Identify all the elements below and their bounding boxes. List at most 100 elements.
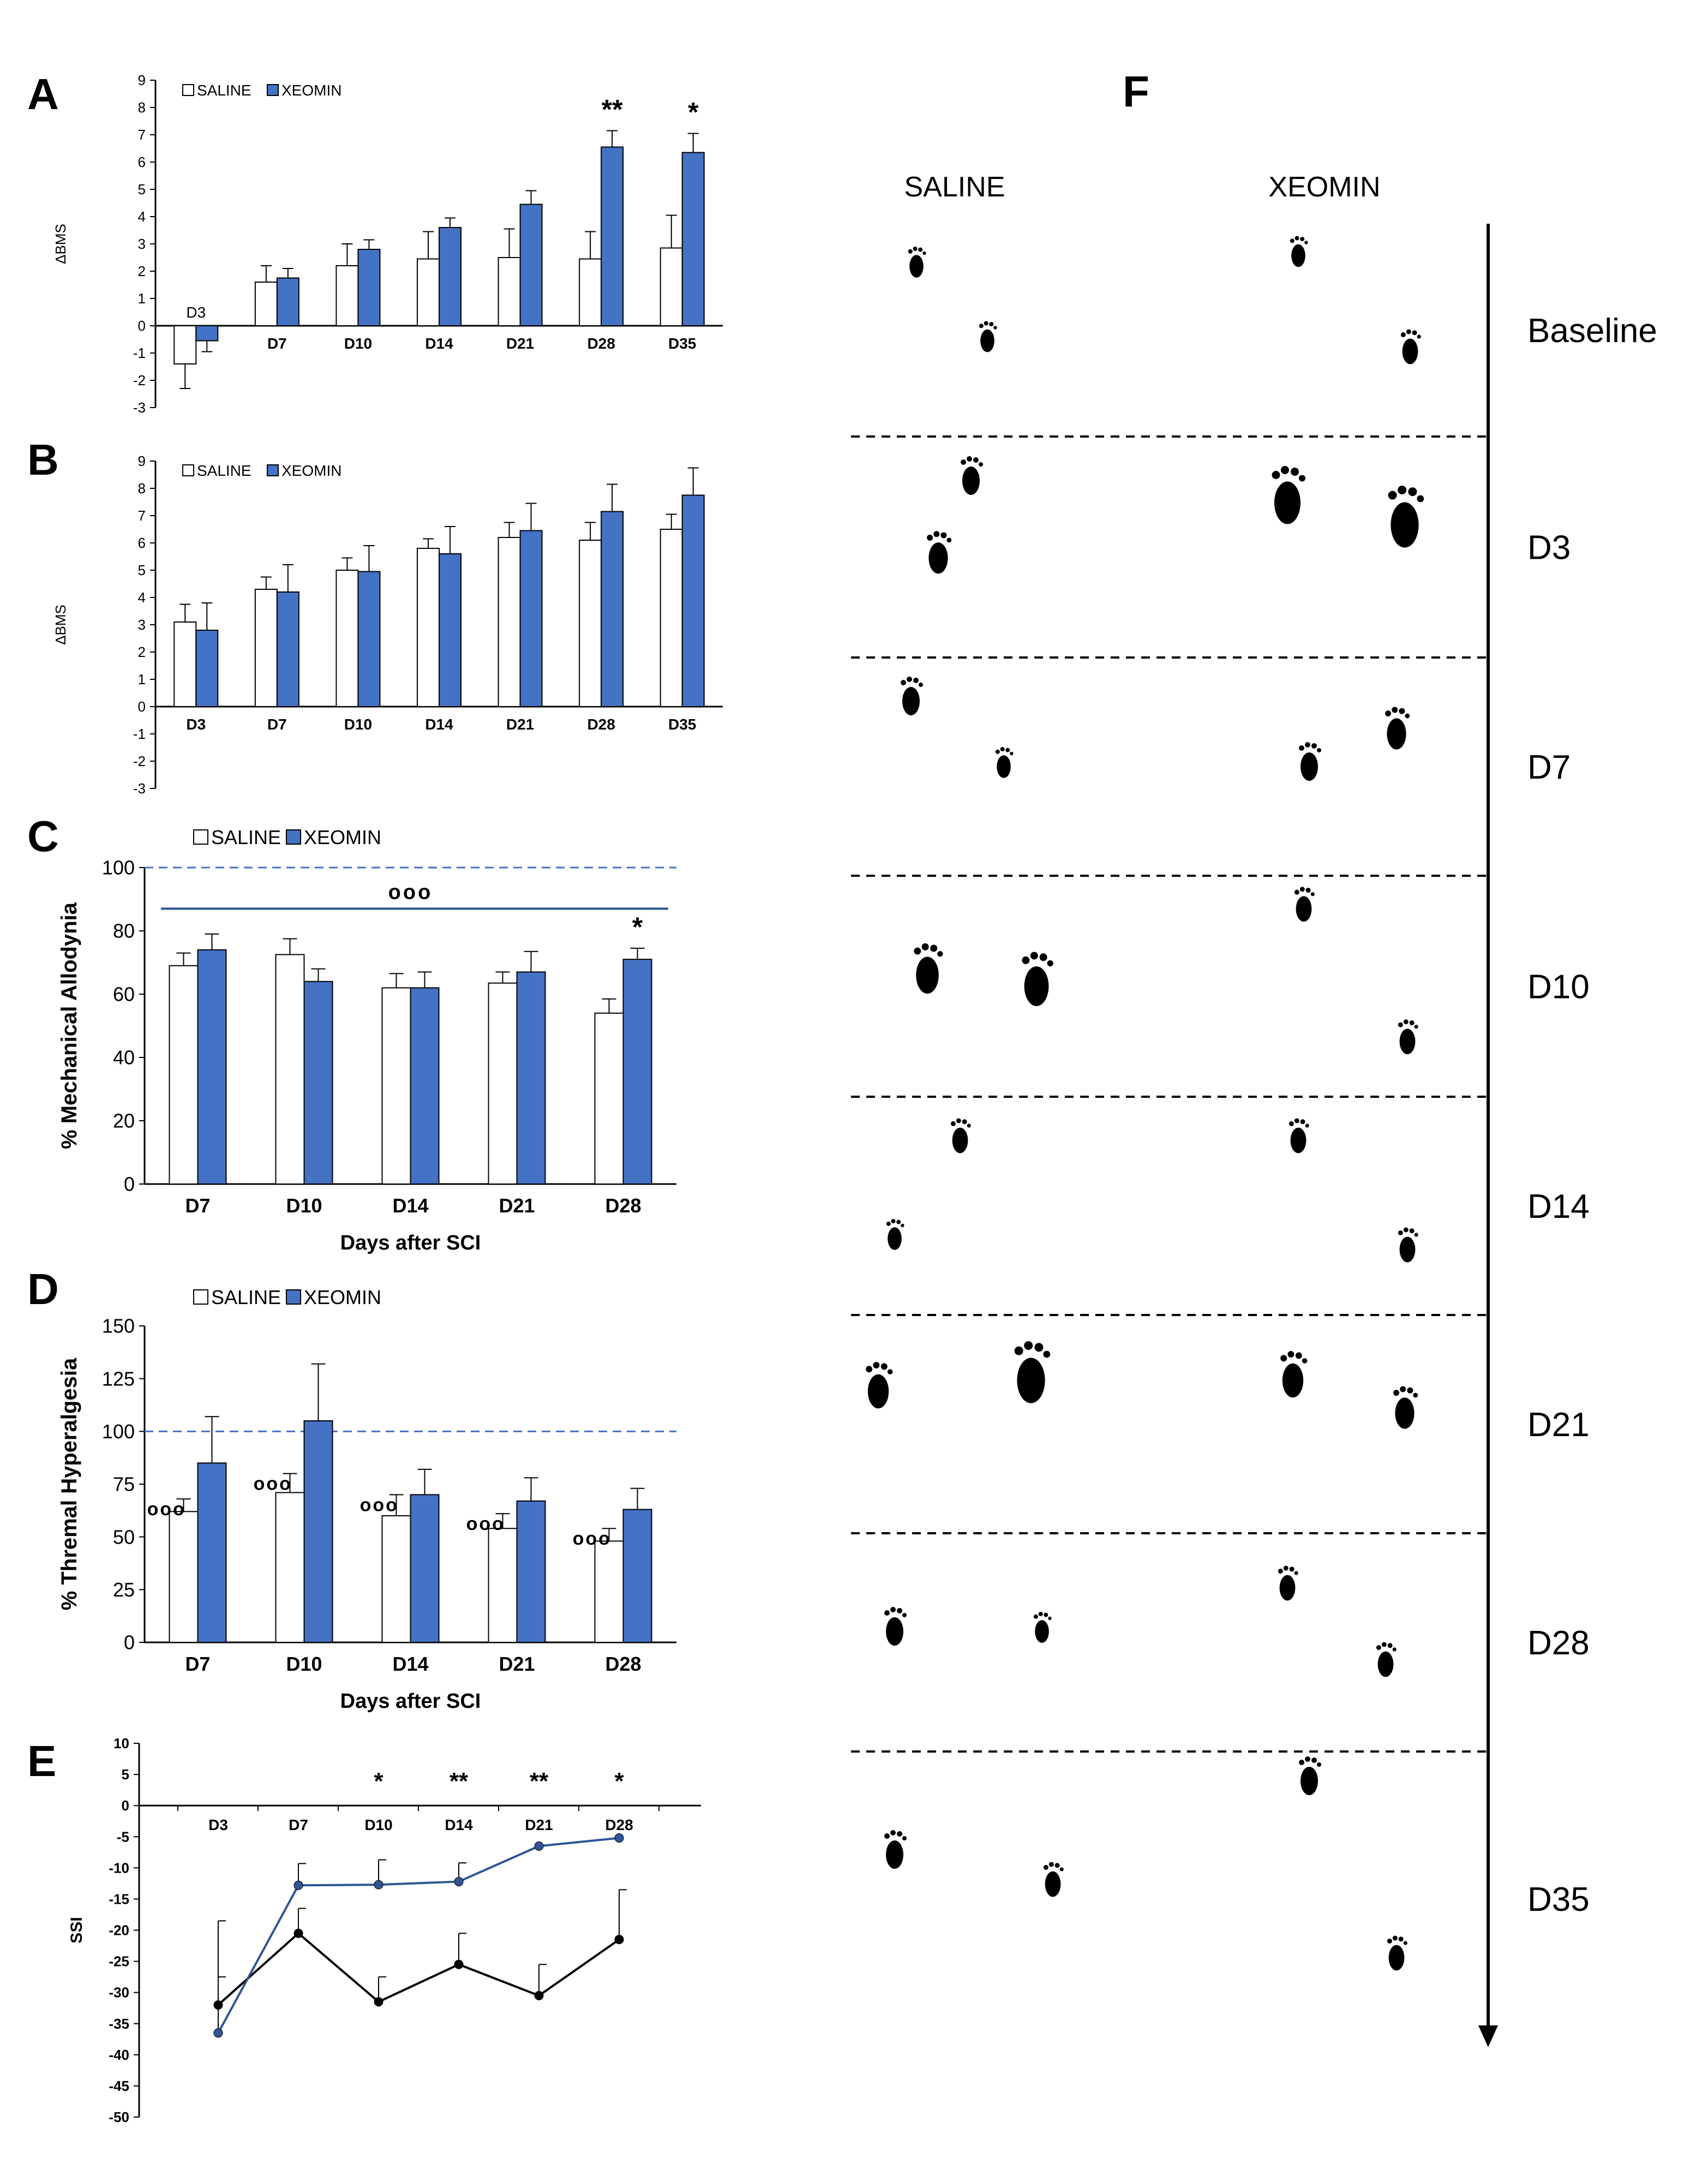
footprint-toe	[880, 1363, 888, 1370]
footprint-toe	[1299, 475, 1305, 482]
footprint	[1294, 887, 1315, 922]
footprint-toe	[1034, 1343, 1044, 1352]
footprint-toe	[1043, 1350, 1051, 1358]
footprint-toe	[1311, 1757, 1317, 1763]
y-tick-label: 100	[102, 857, 135, 879]
legend-swatch-saline	[193, 829, 208, 845]
category-label: D21	[499, 1194, 535, 1217]
y-tick-label: 20	[113, 1110, 135, 1132]
footprint-toe	[1294, 1118, 1299, 1123]
y-axis-label: % Mechanical Allodynia	[57, 902, 81, 1149]
legend-swatch-xeomin	[267, 84, 279, 96]
category-label: D7	[267, 335, 287, 352]
category-label: D35	[668, 335, 696, 352]
y-tick-label: 1	[138, 290, 146, 307]
footprint-toe	[1412, 330, 1417, 336]
point-xeomin	[293, 1880, 303, 1890]
y-tick-label: -30	[109, 1984, 129, 2001]
footprint-pad	[952, 1127, 968, 1153]
footprint-toe	[1000, 747, 1005, 751]
footprint	[1014, 1341, 1051, 1403]
y-tick-label: -35	[109, 2016, 129, 2032]
legend-label-xeomin: XEOMIN	[281, 462, 341, 479]
bar-saline	[169, 1511, 199, 1643]
bar-xeomin	[303, 981, 333, 1185]
footprint-pad	[1388, 1945, 1405, 1971]
bar-xeomin	[276, 591, 299, 707]
category-label: D14	[392, 1194, 428, 1217]
footprint	[1289, 1118, 1309, 1153]
bar-xeomin	[439, 553, 462, 707]
footprint	[1376, 1642, 1397, 1677]
footprint-toe	[979, 462, 983, 467]
row-label: D35	[1527, 1881, 1590, 1918]
panel-letter-b: B	[27, 435, 59, 484]
legend-label-saline: SALINE	[197, 462, 251, 479]
footprint-toe	[956, 1118, 961, 1123]
footprint-toe	[1281, 466, 1289, 474]
y-tick-label: 2	[138, 263, 146, 279]
y-tick-label: 5	[138, 562, 146, 578]
footprint-toe	[1010, 751, 1014, 756]
bar-xeomin	[516, 1500, 546, 1643]
y-tick-label: -25	[109, 1953, 129, 1970]
footprint-toe	[1305, 1123, 1309, 1128]
bar-xeomin	[195, 325, 219, 342]
footprint-toe	[1014, 1346, 1023, 1355]
point-saline	[293, 1928, 303, 1938]
footprint-toe	[887, 1369, 893, 1374]
footprint-toe	[1398, 486, 1407, 494]
footprint-toe	[913, 247, 918, 251]
footprint-toe	[927, 534, 933, 541]
panel-letter-f: F	[1123, 67, 1149, 116]
footprint-pad	[997, 755, 1011, 778]
y-tick-label: 6	[138, 154, 146, 170]
legend-label-xeomin: XEOMIN	[304, 1286, 381, 1308]
footprint-pad	[867, 1374, 889, 1409]
footprint	[1278, 1565, 1298, 1601]
footprint-toe	[1387, 1938, 1392, 1944]
footprint-toe	[1317, 748, 1321, 752]
footprint-pad	[1301, 752, 1318, 781]
bar-saline	[660, 529, 683, 707]
y-tick-label: 0	[138, 318, 146, 334]
footprint-pad	[1377, 1651, 1394, 1677]
category-label: D7	[267, 716, 287, 733]
footprint	[1033, 1612, 1052, 1643]
bar-xeomin	[276, 277, 299, 326]
footprint-toe	[1304, 241, 1308, 244]
bar-xeomin	[516, 971, 546, 1185]
bar-saline	[335, 570, 359, 707]
footprint-toe	[922, 251, 926, 255]
footprint	[901, 677, 923, 715]
bar-xeomin	[303, 1420, 333, 1643]
legend-swatch-xeomin	[286, 829, 301, 845]
footprint-toe	[1294, 889, 1299, 895]
category-label: D35	[668, 716, 696, 733]
y-tick-label: 3	[138, 617, 146, 633]
category-label: D10	[286, 1194, 322, 1217]
footprint-toe	[1305, 742, 1310, 748]
significance-marker: ooo	[254, 1474, 292, 1495]
y-tick-label: -45	[109, 2078, 129, 2094]
category-label: D3	[186, 716, 206, 733]
bar-xeomin	[519, 530, 543, 707]
y-tick-label: -50	[109, 2109, 129, 2125]
significance-marker: ooo	[573, 1528, 612, 1549]
footprint-toe	[1300, 237, 1305, 242]
category-label: D14	[425, 716, 453, 733]
y-tick-label: -1	[133, 345, 146, 361]
footprint-toe	[1403, 1941, 1407, 1945]
row-label: D10	[1527, 969, 1590, 1006]
footprint-pad	[1282, 1363, 1304, 1398]
significance-marker: *	[632, 912, 643, 942]
footprint-toe	[1302, 1358, 1308, 1364]
footprint-toe	[1398, 1022, 1403, 1027]
footprint	[1022, 952, 1053, 1006]
y-tick-label: 8	[138, 99, 146, 116]
y-tick-label: 5	[138, 181, 146, 198]
row-label: D28	[1527, 1624, 1590, 1662]
category-label: D10	[364, 1816, 392, 1833]
y-tick-label: 0	[124, 1173, 135, 1195]
panel-letter-e: E	[27, 1737, 56, 1785]
